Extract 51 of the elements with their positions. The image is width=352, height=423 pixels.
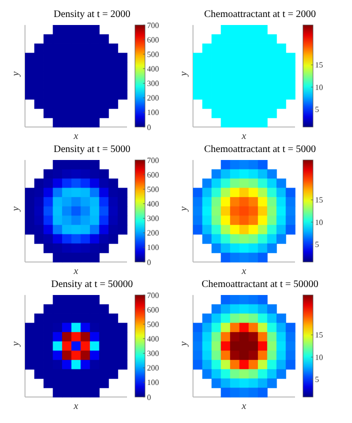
- color-bar-label: 5: [315, 375, 319, 384]
- color-bar-label: 600: [147, 170, 159, 180]
- chart-title: Density at t = 2000: [52, 8, 132, 21]
- color-bar-label: 0: [147, 258, 151, 267]
- x-axis-title: x: [72, 131, 79, 142]
- x-axis-title: x: [72, 401, 79, 412]
- x-axis-title: x: [240, 266, 247, 277]
- chart-title: Density at t = 50000: [50, 278, 134, 291]
- x-axis-title: x: [240, 401, 247, 412]
- color-bar-label: 10: [315, 82, 323, 92]
- y-axis-title: y: [10, 341, 22, 347]
- color-bar-label: 10: [315, 218, 323, 227]
- color-bar-label: 700: [147, 20, 159, 30]
- x-axis-title: x: [72, 266, 79, 277]
- chart-title: Chemoattractant at t = 50000: [200, 278, 320, 291]
- color-bar-label: 100: [147, 108, 159, 118]
- color-bar-label: 400: [147, 334, 159, 344]
- x-axis-title: x: [240, 131, 247, 142]
- chart-title: Density at t = 5000: [52, 143, 132, 156]
- color-bar-label: 5: [315, 105, 319, 114]
- color-bar-label: 200: [147, 228, 159, 238]
- y-axis-title: y: [10, 71, 22, 77]
- color-bar-label: 0: [147, 392, 151, 402]
- color-bar-label: 400: [147, 64, 159, 74]
- color-bar-label: 100: [147, 243, 159, 252]
- color-bar-label: 600: [147, 305, 159, 314]
- color-bar-label: 15: [315, 330, 323, 340]
- color-bar-label: 700: [147, 290, 159, 300]
- color-bar-label: 500: [147, 320, 159, 329]
- chart-title: Chemoattractant at t = 2000: [203, 8, 317, 21]
- y-axis-title: y: [178, 206, 190, 212]
- color-bar-label: 600: [147, 35, 159, 44]
- y-axis-title: y: [10, 206, 22, 212]
- color-bar-label: 100: [147, 378, 159, 388]
- color-bar-label: 5: [315, 240, 319, 250]
- color-bar-label: 15: [315, 196, 323, 205]
- color-bar-label: 0: [147, 122, 151, 132]
- color-bar-label: 200: [147, 94, 159, 103]
- y-axis-title: y: [178, 341, 190, 347]
- chart-title: Chemoattractant at t = 5000: [203, 143, 317, 156]
- color-bar-label: 200: [147, 364, 159, 373]
- color-bar-label: 300: [147, 79, 159, 88]
- color-bar-label: 500: [147, 50, 159, 59]
- color-bar-label: 500: [147, 184, 159, 194]
- color-bar-label: 300: [147, 349, 159, 358]
- color-bar-label: 15: [315, 60, 323, 70]
- color-bar-label: 700: [147, 156, 159, 165]
- color-bar-label: 400: [147, 200, 159, 209]
- y-axis-title: y: [178, 71, 190, 77]
- color-bar-label: 300: [147, 214, 159, 224]
- color-bar-label: 10: [315, 352, 323, 362]
